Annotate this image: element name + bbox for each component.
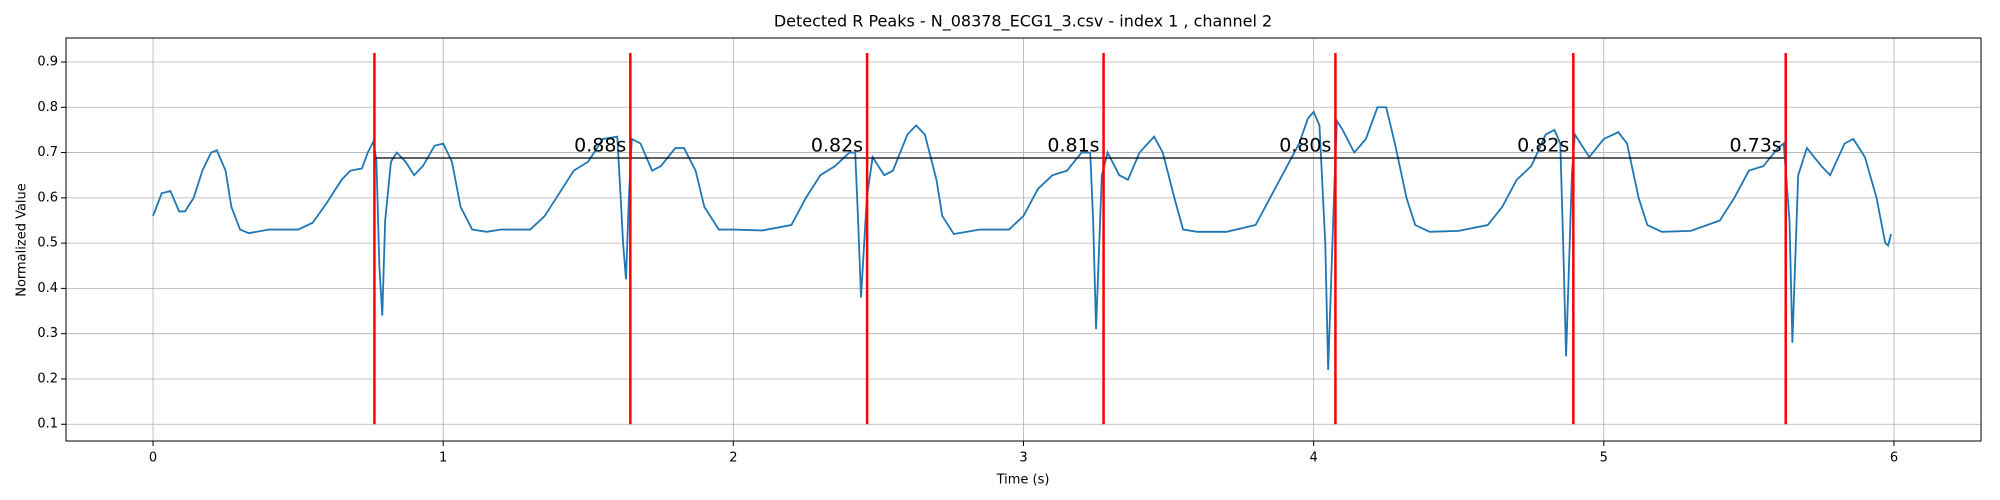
plot-frame bbox=[65, 37, 1982, 442]
x-tick-label: 4 bbox=[1310, 451, 1318, 466]
x-tick-label: 5 bbox=[1600, 451, 1608, 466]
x-tick-label: 1 bbox=[439, 451, 447, 466]
x-tick-label: 2 bbox=[729, 451, 737, 466]
y-tick-label: 0.5 bbox=[37, 236, 58, 251]
interval-label: 0.88s bbox=[574, 134, 626, 156]
y-tick-label: 0.2 bbox=[37, 371, 58, 386]
y-tick-label: 0.6 bbox=[37, 190, 58, 205]
y-tick-label: 0.4 bbox=[37, 281, 58, 296]
ecg-line bbox=[152, 106, 1892, 370]
interval-label: 0.82s bbox=[811, 134, 863, 156]
y-tick-label: 0.9 bbox=[37, 54, 58, 69]
y-tick-label: 0.8 bbox=[37, 100, 58, 115]
interval-label: 0.73s bbox=[1730, 134, 1782, 156]
y-tick-label: 0.1 bbox=[37, 417, 58, 432]
x-tick-label: 0 bbox=[149, 451, 157, 466]
y-tick-label: 0.7 bbox=[37, 145, 58, 160]
x-axis-label: Time (s) bbox=[996, 473, 1050, 488]
x-tick-label: 6 bbox=[1890, 451, 1898, 466]
interval-label: 0.82s bbox=[1517, 134, 1569, 156]
x-tick-label: 3 bbox=[1019, 451, 1027, 466]
interval-label: 0.81s bbox=[1047, 134, 1099, 156]
chart-title: Detected R Peaks - N_08378_ECG1_3.csv - … bbox=[774, 12, 1272, 32]
y-tick-label: 0.3 bbox=[37, 326, 58, 341]
y-axis-label: Normalized Value bbox=[15, 183, 30, 297]
interval-label: 0.80s bbox=[1279, 134, 1331, 156]
